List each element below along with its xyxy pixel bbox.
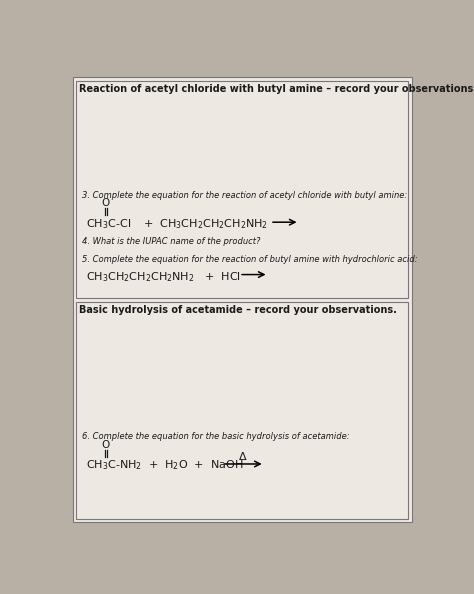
Text: 6. Complete the equation for the basic hydrolysis of acetamide:: 6. Complete the equation for the basic h… — [82, 432, 350, 441]
Text: CH$_3$CH$_2$CH$_2$CH$_2$NH$_2$   +  HCl: CH$_3$CH$_2$CH$_2$CH$_2$NH$_2$ + HCl — [86, 270, 241, 284]
Text: O: O — [101, 440, 110, 450]
Text: $+$  CH$_3$CH$_2$CH$_2$CH$_2$NH$_2$: $+$ CH$_3$CH$_2$CH$_2$CH$_2$NH$_2$ — [143, 217, 268, 232]
Bar — [76, 302, 408, 519]
Bar — [76, 81, 408, 298]
Text: CH$_3$C-NH$_2$  +  H$_2$O  +  NaOH: CH$_3$C-NH$_2$ + H$_2$O + NaOH — [86, 459, 244, 472]
Text: 3. Complete the equation for the reaction of acetyl chloride with butyl amine:: 3. Complete the equation for the reactio… — [82, 191, 408, 200]
Text: Reaction of acetyl chloride with butyl amine – record your observations.: Reaction of acetyl chloride with butyl a… — [80, 84, 474, 94]
Text: CH$_3$C-Cl: CH$_3$C-Cl — [86, 217, 131, 232]
Text: Basic hydrolysis of acetamide – record your observations.: Basic hydrolysis of acetamide – record y… — [80, 305, 397, 315]
Text: Δ: Δ — [239, 453, 247, 463]
Text: 5. Complete the equation for the reaction of butyl amine with hydrochloric acid:: 5. Complete the equation for the reactio… — [82, 255, 418, 264]
Text: 4. What is the IUPAC name of the product?: 4. What is the IUPAC name of the product… — [82, 237, 261, 246]
Text: O: O — [101, 198, 110, 208]
